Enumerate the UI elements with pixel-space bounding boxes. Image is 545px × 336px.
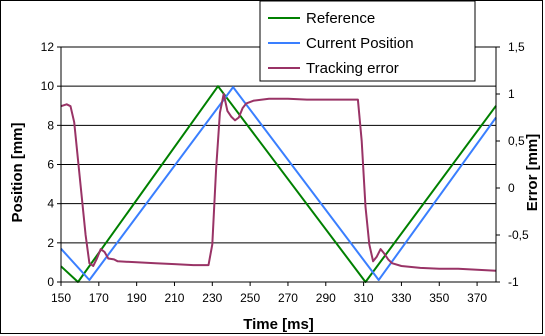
x-tick-label: 190: [127, 291, 147, 305]
y2-tick-label: 0: [508, 181, 515, 195]
x-tick-labels: 150 170 190 210 230 250 270 290 310 330 350 370: [51, 291, 487, 305]
y2-tick-label: -1: [508, 275, 519, 289]
y-tick-label: 8: [47, 118, 54, 132]
y2-tick-labels: -1 -0,5 0 0,5 1 1,5: [508, 40, 529, 289]
x-axis-title: Time [ms]: [243, 316, 314, 333]
legend-label: Reference: [306, 10, 375, 27]
y2-axis-title: Error [mm]: [524, 134, 541, 212]
x-tick-label: 250: [240, 291, 260, 305]
y2-tick-label: 0,5: [508, 134, 525, 148]
y2-tick-label: 1,5: [508, 40, 525, 54]
legend-label: Tracking error: [306, 60, 399, 77]
x-tick-label: 290: [316, 291, 336, 305]
y-tick-label: 12: [41, 40, 55, 54]
x-tick-label: 350: [429, 291, 449, 305]
y-tick-label: 2: [47, 236, 54, 250]
y-tick-label: 4: [47, 197, 54, 211]
legend-label: Current Position: [306, 35, 414, 52]
x-tick-label: 150: [51, 291, 71, 305]
axes: [57, 46, 500, 286]
x-tick-label: 310: [354, 291, 374, 305]
series-line-tracking-error: [60, 93, 497, 272]
y-axis-title: Position [mm]: [9, 122, 26, 222]
x-tick-label: 210: [164, 291, 184, 305]
y2-tick-label: 1: [508, 87, 515, 101]
x-tick-label: 370: [467, 291, 487, 305]
y-tick-labels: 0 2 4 6 8 10 12: [41, 40, 55, 289]
series-layer: [60, 85, 497, 283]
y-tick-label: 10: [41, 79, 55, 93]
series-line-reference: [60, 85, 497, 283]
y-tick-label: 6: [47, 158, 54, 172]
legend: Reference Current Position Tracking error: [259, 0, 476, 82]
x-tick-label: 230: [202, 291, 222, 305]
y2-tick-label: -0,5: [508, 228, 529, 242]
x-tick-label: 330: [391, 291, 411, 305]
x-tick-label: 270: [278, 291, 298, 305]
y-tick-label: 0: [47, 275, 54, 289]
series-line-current-position: [60, 86, 497, 281]
x-tick-label: 170: [89, 291, 109, 305]
